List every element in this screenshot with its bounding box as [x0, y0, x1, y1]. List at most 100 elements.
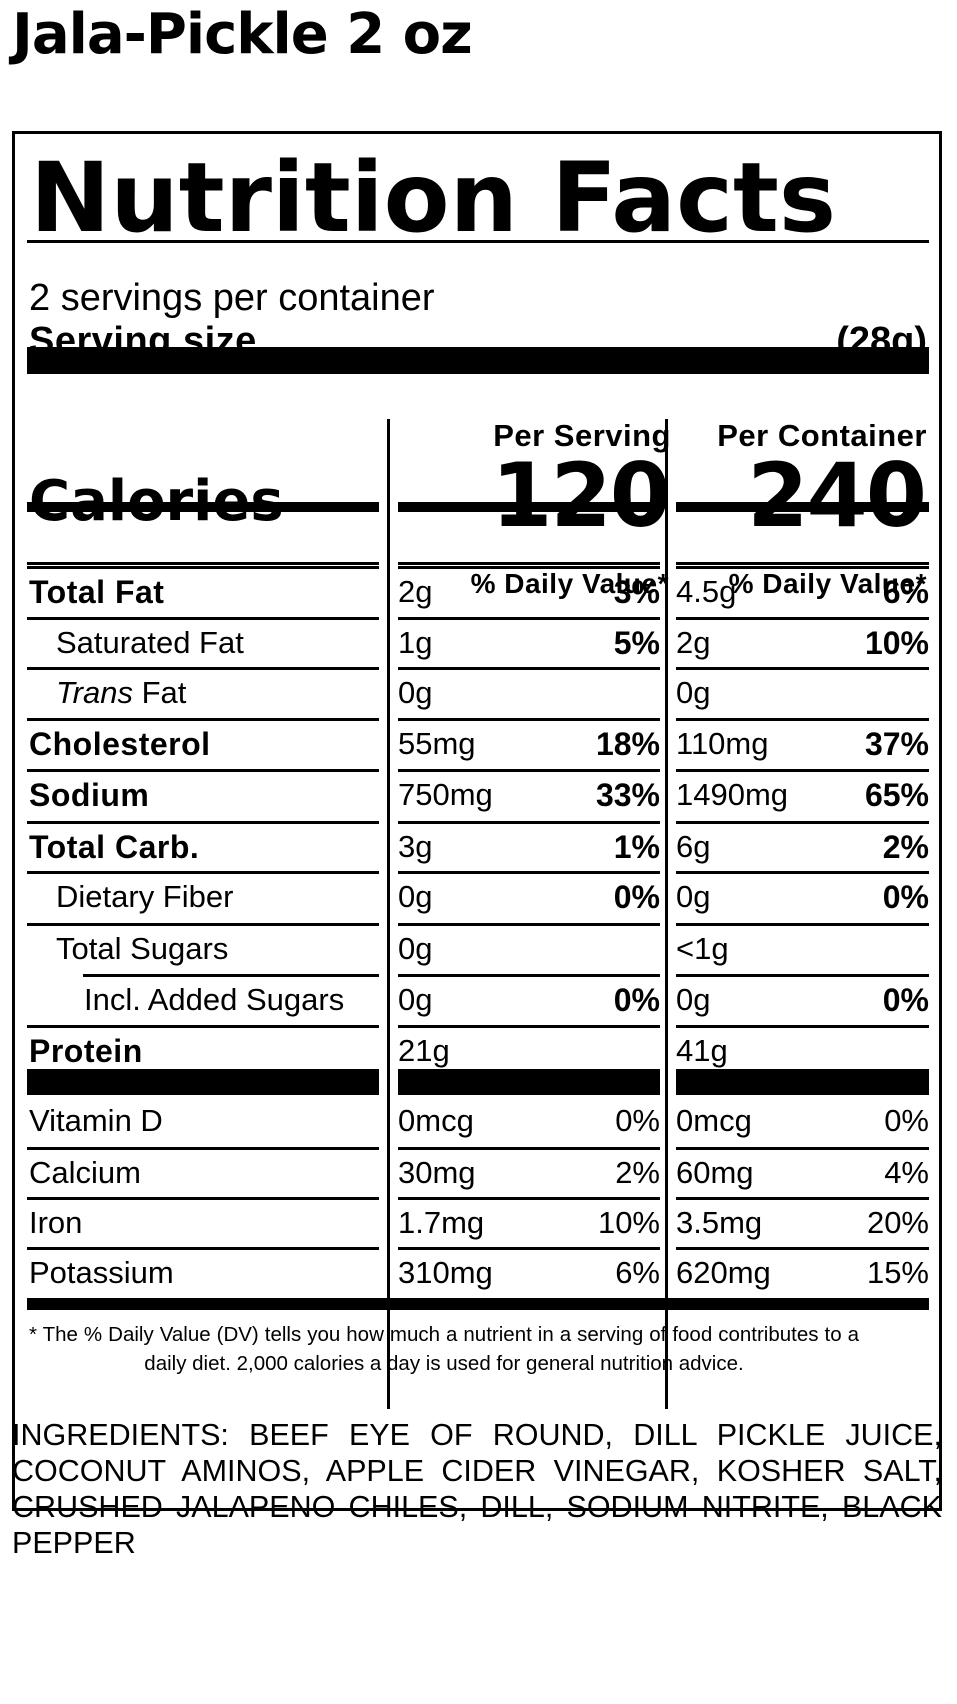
container-amount: 0g: [676, 982, 711, 1017]
serving-dv: 0%: [615, 1103, 660, 1138]
serving-dv: 0%: [613, 879, 660, 915]
serving-amount: 3g: [398, 829, 433, 864]
container-dv: 0%: [882, 879, 929, 915]
row-rule: [398, 667, 660, 670]
serving-amount: 0mcg: [398, 1103, 474, 1138]
container-amount: 620mg: [676, 1255, 771, 1290]
container-amount: 0g: [676, 675, 711, 710]
container-amount: 2g: [676, 625, 711, 660]
footnote: * The % Daily Value (DV) tells you how m…: [29, 1323, 859, 1375]
row-rule: [27, 769, 379, 772]
row-rule: [398, 871, 660, 874]
serving-dv: 1%: [613, 829, 660, 865]
container-dv: 37%: [864, 726, 929, 762]
row-rule: [398, 974, 660, 977]
product-title: Jala-Pickle 2 oz: [12, 2, 473, 67]
column-divider-2: [665, 419, 668, 1409]
serving-amount: 1.7mg: [398, 1205, 485, 1240]
vitamin-label: Iron: [29, 1205, 83, 1240]
row-rule: [676, 566, 929, 569]
serving-amount: 0g: [398, 982, 433, 1017]
serving-dv: 10%: [597, 1205, 660, 1240]
row-rule: [27, 923, 379, 926]
row-rule: [398, 1025, 660, 1028]
row-rule: [27, 1147, 379, 1150]
serving-amount: 55mg: [398, 726, 476, 761]
nutrient-label: Cholesterol: [29, 726, 211, 762]
nutrient-label: Dietary Fiber: [56, 879, 234, 914]
dv-header-container: % Daily Value*: [728, 568, 927, 599]
serving-amount: 1g: [398, 625, 433, 660]
servings-per-container: 2 servings per container: [29, 277, 435, 319]
container-amount: 3.5mg: [676, 1205, 763, 1240]
nutrition-facts-heading: Nutrition Facts: [30, 142, 837, 254]
container-dv: 6%: [882, 574, 929, 610]
heading-rule: [27, 240, 929, 243]
thick-bar-bottom: [27, 1298, 929, 1310]
nutrient-label: Total Fat: [29, 574, 165, 610]
container-amount: 41g: [676, 1033, 728, 1068]
row-rule: [398, 769, 660, 772]
serving-amount: 310mg: [398, 1255, 493, 1290]
row-rule: [676, 1025, 929, 1028]
serving-dv: 2%: [615, 1155, 660, 1190]
vitamin-bar-serving: [398, 1069, 660, 1095]
serving-amount: 0g: [398, 879, 433, 914]
serving-amount: 30mg: [398, 1155, 476, 1190]
calories-label: Calories: [29, 469, 284, 534]
row-rule: [676, 667, 929, 670]
serving-dv: 3%: [613, 574, 660, 610]
row-rule: [27, 1025, 379, 1028]
container-dv: 0%: [884, 1103, 929, 1138]
row-rule: [398, 923, 660, 926]
nutrient-label: Total Sugars: [56, 931, 229, 966]
serving-dv: 5%: [613, 625, 660, 661]
nutrient-label: Total Carb.: [29, 829, 200, 865]
per-container-header: Per Container: [717, 418, 927, 453]
container-dv: 15%: [866, 1255, 929, 1290]
calories-bar-label: [27, 502, 379, 512]
calories-bar-serving: [398, 502, 660, 512]
row-rule: [27, 617, 379, 620]
serving-amount: 0g: [398, 931, 433, 966]
dv-header-serving: % Daily Value*: [470, 568, 669, 599]
row-rule: [676, 769, 929, 772]
container-dv: 20%: [866, 1205, 929, 1240]
row-rule: [398, 1197, 660, 1200]
nutrient-label: Incl. Added Sugars: [84, 982, 345, 1017]
calories-per-container: 240: [747, 444, 927, 547]
row-rule: [398, 1147, 660, 1150]
row-rule: [83, 974, 379, 977]
row-rule: [27, 562, 379, 565]
column-divider-1: [387, 419, 390, 1409]
per-serving-header: Per Serving: [493, 418, 671, 453]
row-rule: [676, 562, 929, 565]
row-rule: [676, 974, 929, 977]
vitamin-label: Potassium: [29, 1255, 174, 1290]
row-rule: [27, 718, 379, 721]
row-rule: [398, 617, 660, 620]
serving-amount: 0g: [398, 675, 433, 710]
container-dv: 10%: [864, 625, 929, 661]
nutrition-facts-panel: Nutrition Facts 2 servings per container…: [12, 131, 942, 1511]
row-rule: [676, 1147, 929, 1150]
thick-bar-top: [27, 347, 929, 374]
nutrient-label: Sodium: [29, 777, 150, 813]
row-rule: [27, 1197, 379, 1200]
row-rule: [676, 1247, 929, 1250]
row-rule: [27, 566, 379, 569]
vitamin-bar-container: [676, 1069, 929, 1095]
container-amount: 4.5g: [676, 574, 737, 609]
container-amount: 1490mg: [676, 777, 789, 812]
serving-dv: 33%: [595, 777, 660, 813]
row-rule: [676, 1197, 929, 1200]
row-rule: [27, 821, 379, 824]
container-amount: 60mg: [676, 1155, 754, 1190]
row-rule: [398, 718, 660, 721]
serving-amount: 2g: [398, 574, 433, 609]
vitamin-bar-label: [27, 1069, 379, 1095]
container-dv: 2%: [882, 829, 929, 865]
container-amount: 110mg: [676, 726, 769, 761]
row-rule: [398, 562, 660, 565]
row-rule: [398, 821, 660, 824]
